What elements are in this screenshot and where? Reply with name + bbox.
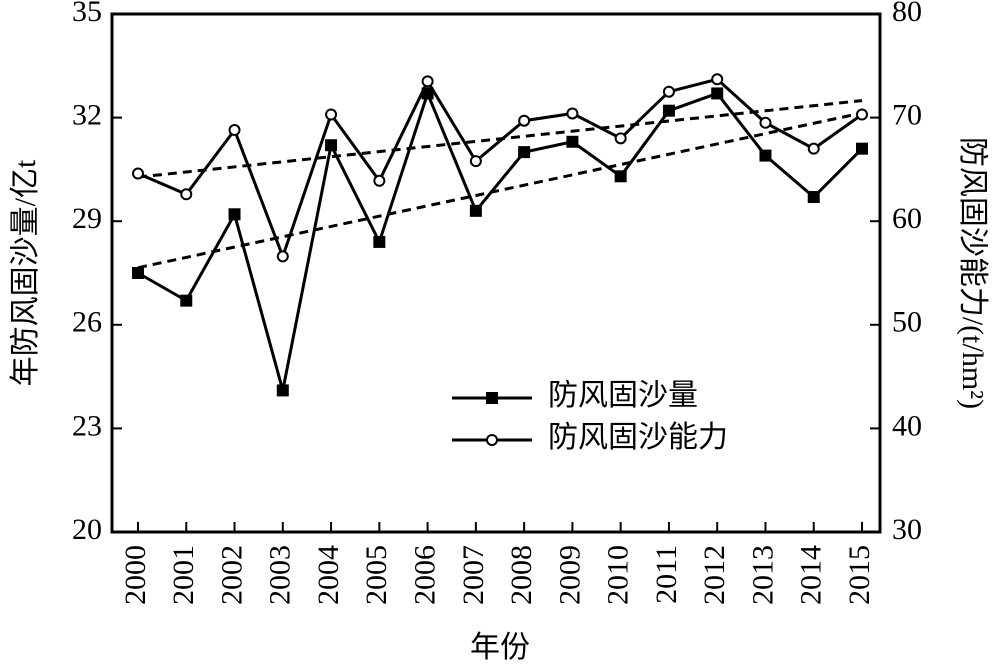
y-tick-label: 29 [72, 202, 102, 235]
y2-tick-label: 80 [892, 0, 922, 28]
x-tick-label: 2014 [795, 545, 828, 605]
marker [711, 73, 724, 86]
y-tick-label: 26 [72, 306, 102, 339]
marker [421, 75, 434, 88]
x-tick-label: 2009 [553, 545, 586, 605]
marker [614, 170, 627, 183]
marker [662, 104, 675, 117]
marker [856, 108, 868, 121]
marker [132, 267, 144, 279]
x-tick-label: 2000 [119, 545, 152, 605]
marker [807, 142, 820, 155]
marker [759, 149, 772, 162]
marker [276, 384, 289, 397]
x-tick-label: 2010 [602, 545, 635, 605]
y2-tick-label: 50 [892, 306, 922, 339]
legend-label: 防风固沙能力 [548, 421, 728, 454]
marker [373, 235, 386, 248]
y-tick-label: 20 [72, 513, 102, 546]
x-tick-label: 2002 [215, 545, 248, 605]
marker [856, 142, 868, 155]
marker [373, 174, 386, 187]
x-tick-label: 2003 [264, 545, 297, 605]
legend-marker [486, 434, 498, 446]
marker [228, 124, 241, 137]
series-line [137, 89, 864, 391]
y2-axis-label: 防风固沙能力/(t/hm²) [956, 137, 989, 409]
marker [518, 146, 531, 159]
x-tick-label: 2007 [457, 545, 490, 605]
x-tick-label: 2015 [843, 545, 876, 605]
series-line [137, 77, 863, 261]
x-tick-label: 2001 [167, 545, 200, 605]
x-tick-label: 2006 [408, 545, 441, 605]
marker [276, 250, 289, 263]
marker [132, 167, 144, 180]
x-axis-label: 年份 [470, 631, 530, 664]
marker [807, 191, 820, 204]
marker [711, 87, 724, 100]
marker [180, 294, 193, 307]
marker [566, 135, 579, 148]
marker [469, 155, 482, 168]
x-tick-label: 2013 [746, 545, 779, 605]
x-tick-label: 2004 [312, 545, 345, 605]
y-tick-label: 35 [72, 0, 102, 28]
plot-frame [110, 12, 882, 534]
trend-line [137, 99, 863, 179]
y-tick-label: 32 [72, 98, 102, 131]
marker [469, 204, 482, 217]
y-axis-label: 年防风固沙量/亿t [9, 159, 42, 386]
x-tick-label: 2005 [360, 545, 393, 605]
marker [325, 108, 338, 121]
y2-tick-label: 30 [892, 513, 922, 546]
marker [325, 139, 338, 152]
trend-line [137, 111, 863, 270]
marker [518, 114, 531, 127]
marker [228, 208, 241, 221]
legend-label: 防风固沙量 [548, 379, 698, 412]
x-tick-label: 2008 [505, 545, 538, 605]
marker [759, 116, 772, 129]
x-tick-label: 2011 [650, 545, 683, 604]
y-tick-label: 23 [72, 409, 102, 442]
y2-tick-label: 40 [892, 409, 922, 442]
marker [662, 85, 675, 98]
marker [180, 188, 193, 201]
marker [614, 132, 627, 145]
marker [566, 107, 579, 120]
y2-tick-label: 60 [892, 202, 922, 235]
y2-tick-label: 70 [892, 98, 922, 131]
legend-marker [486, 392, 498, 404]
x-tick-label: 2012 [698, 545, 731, 605]
